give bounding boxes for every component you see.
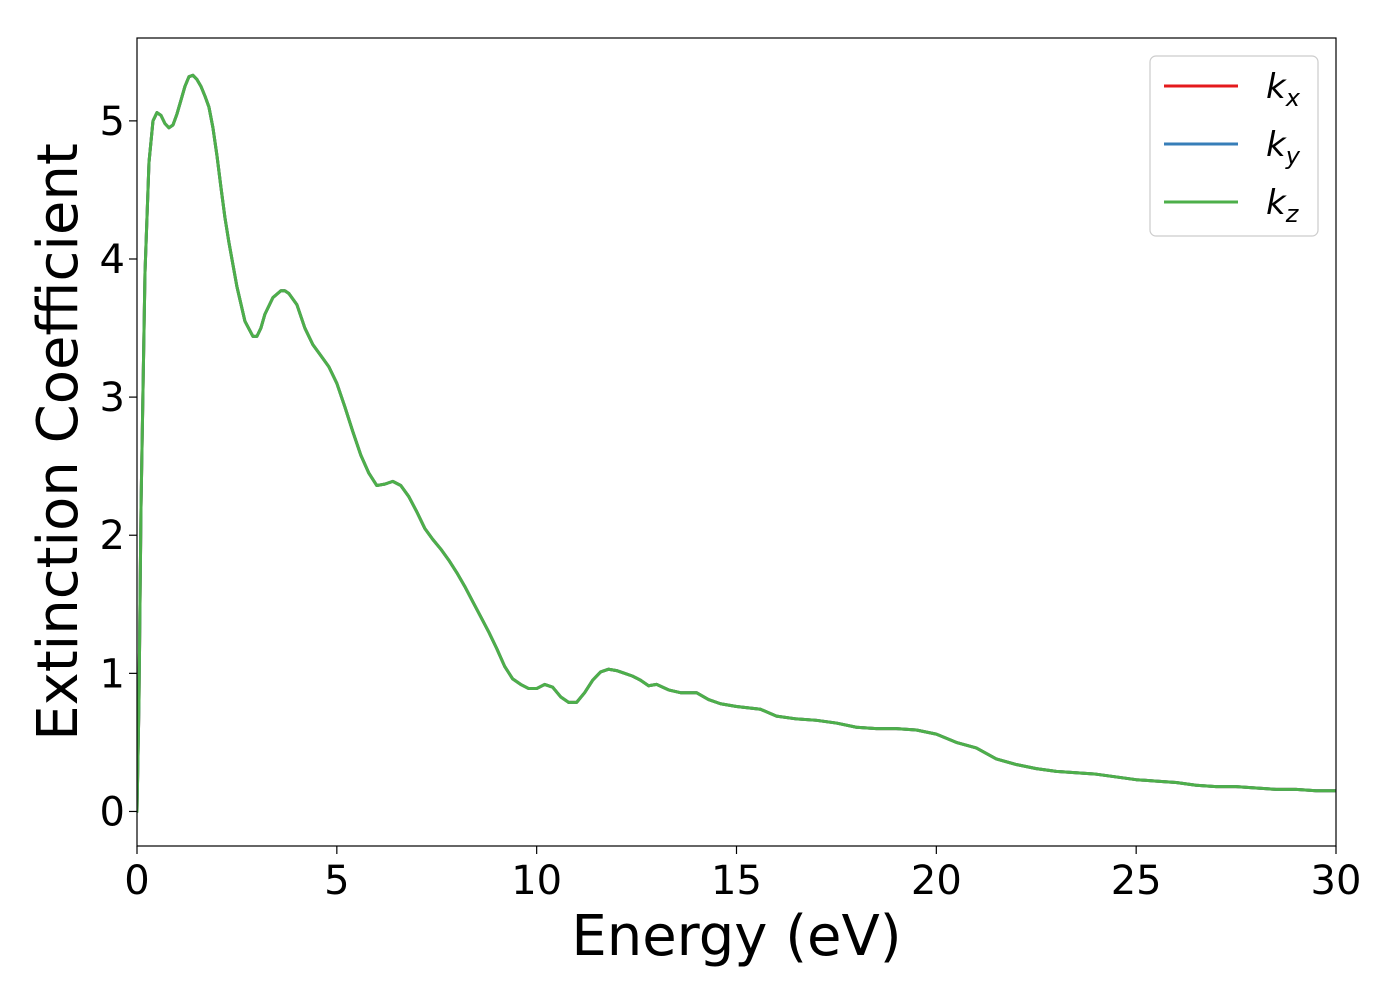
legend-label-k-x: kx bbox=[1266, 67, 1301, 112]
y-tick-label: 5 bbox=[100, 99, 125, 145]
y-tick-label: 0 bbox=[100, 789, 125, 835]
y-tick-label: 4 bbox=[100, 237, 125, 283]
y-tick-label: 3 bbox=[100, 375, 125, 421]
y-axis-label: Extinction Coefficient bbox=[26, 143, 91, 741]
x-tick-label: 0 bbox=[124, 858, 149, 904]
series-layer bbox=[137, 73, 1336, 813]
x-tick-label: 15 bbox=[711, 858, 762, 904]
x-axis: 0 5 10 15 20 25 30 bbox=[124, 846, 1361, 904]
legend: kx ky kz bbox=[1149, 55, 1319, 237]
legend-label-k-y: ky bbox=[1266, 125, 1301, 170]
x-tick-label: 30 bbox=[1311, 858, 1362, 904]
y-tick-label: 1 bbox=[100, 651, 125, 697]
x-tick-label: 20 bbox=[911, 858, 962, 904]
legend-box bbox=[1149, 55, 1319, 237]
legend-label-k-z: kz bbox=[1266, 183, 1300, 228]
x-axis-label: Energy (eV) bbox=[571, 904, 901, 969]
y-axis: 0 1 2 3 4 5 bbox=[100, 99, 137, 835]
x-tick-label: 25 bbox=[1111, 858, 1162, 904]
x-tick-label: 10 bbox=[511, 858, 562, 904]
series-line-k-z bbox=[137, 73, 1336, 813]
x-tick-label: 5 bbox=[324, 858, 349, 904]
y-tick-label: 2 bbox=[100, 513, 125, 559]
